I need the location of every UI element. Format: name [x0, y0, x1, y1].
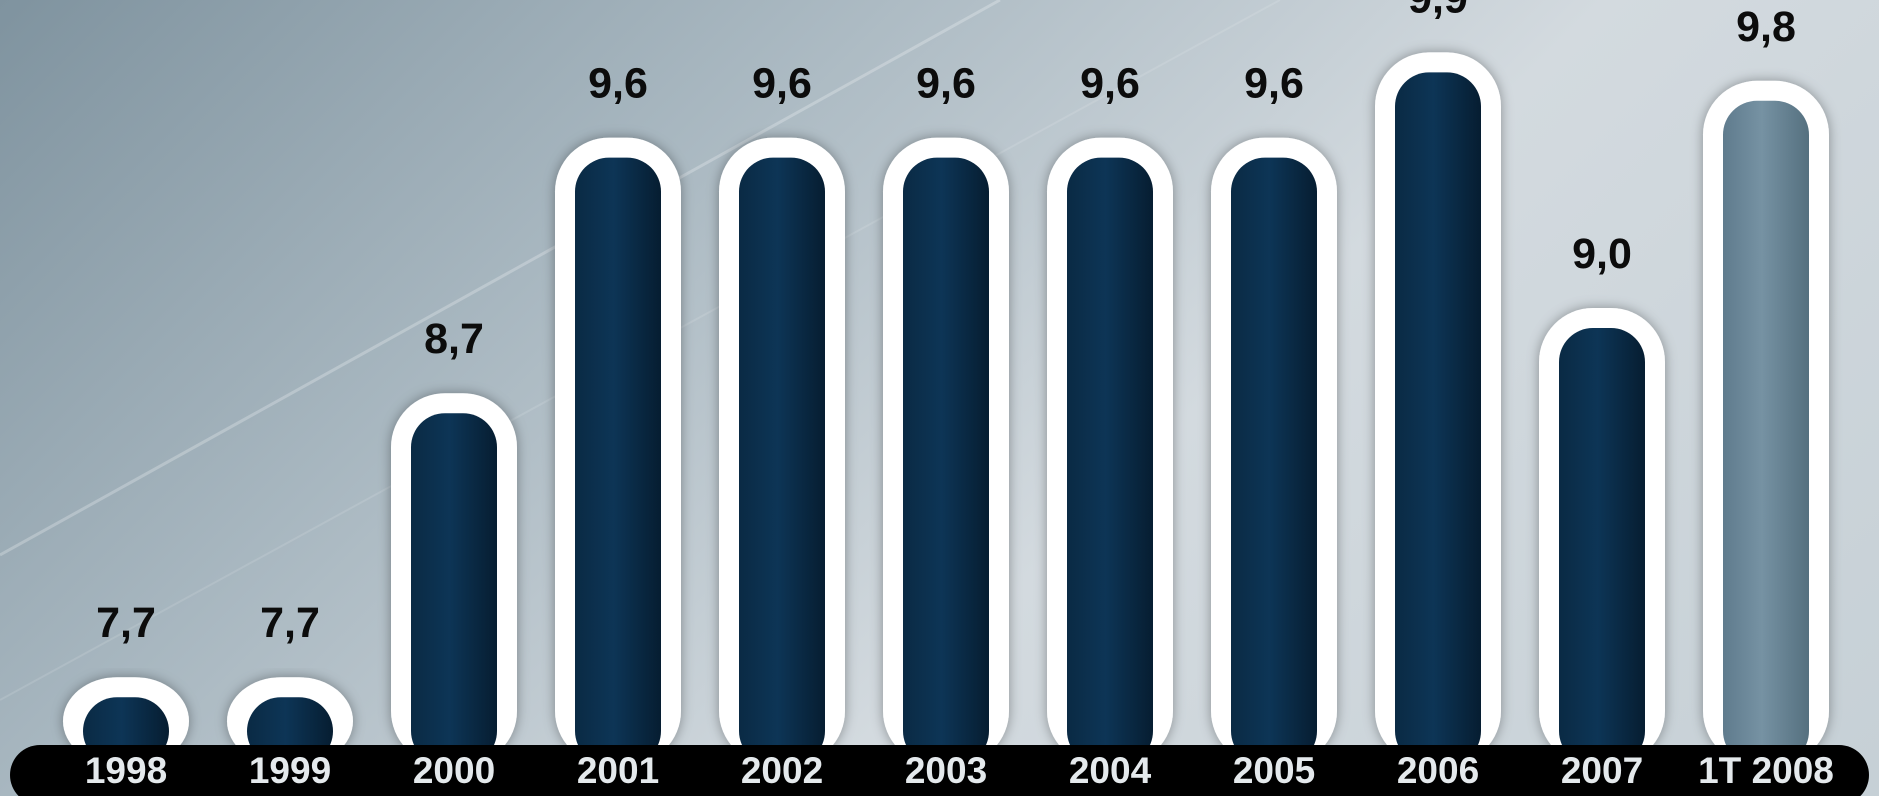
x-axis-ticks: 1998 1999 2000 2001 2002 2003 2004 2005 2006 2007… [85, 750, 1834, 791]
bar-1t-2008 [1703, 80, 1829, 766]
bar-2007 [1539, 308, 1665, 765]
bar-2003 [883, 137, 1009, 766]
bar [1395, 72, 1481, 765]
tick-label: 2007 [1561, 750, 1643, 791]
bar-2006 [1375, 52, 1501, 765]
bar-2005 [1211, 137, 1337, 766]
bar-2001 [555, 137, 681, 766]
value-label: 9,8 [1736, 3, 1796, 51]
bar [1559, 328, 1645, 765]
x-axis-band [10, 745, 1869, 796]
value-label: 8,7 [424, 315, 484, 363]
value-label: 9,0 [1572, 230, 1632, 278]
value-label: 9,6 [752, 60, 812, 108]
bar-2000 [391, 393, 517, 765]
bar [1067, 157, 1153, 766]
value-label: 9,6 [588, 60, 648, 108]
bar [903, 157, 989, 766]
tick-label: 2002 [741, 750, 823, 791]
axis-band [10, 745, 1869, 796]
bar [1231, 157, 1317, 766]
bar-2004 [1047, 137, 1173, 766]
bar-2002 [719, 137, 845, 766]
value-label: 9,6 [1080, 60, 1140, 108]
bars-layer [63, 52, 1829, 766]
tick-label: 2000 [413, 750, 495, 791]
tick-label: 1998 [85, 750, 167, 791]
tick-label: 2006 [1397, 750, 1479, 791]
bar [1723, 100, 1809, 766]
value-label: 7,7 [96, 599, 156, 647]
value-label: 9,6 [916, 60, 976, 108]
value-label: 9,6 [1244, 60, 1304, 108]
value-labels: 7,7 7,7 8,7 9,6 9,6 9,6 9,6 9,6 9,9 9,0 9,8 [96, 0, 1796, 647]
value-label: 7,7 [260, 599, 320, 647]
bar [575, 157, 661, 766]
tick-label: 1T 2008 [1698, 750, 1834, 791]
value-label: 9,9 [1408, 0, 1468, 22]
tick-label: 2001 [577, 750, 659, 791]
tick-label: 2003 [905, 750, 987, 791]
tick-label: 2005 [1233, 750, 1315, 791]
tick-label: 2004 [1069, 750, 1152, 791]
bar [739, 157, 825, 766]
tick-label: 1999 [249, 750, 331, 791]
bar [411, 413, 497, 765]
